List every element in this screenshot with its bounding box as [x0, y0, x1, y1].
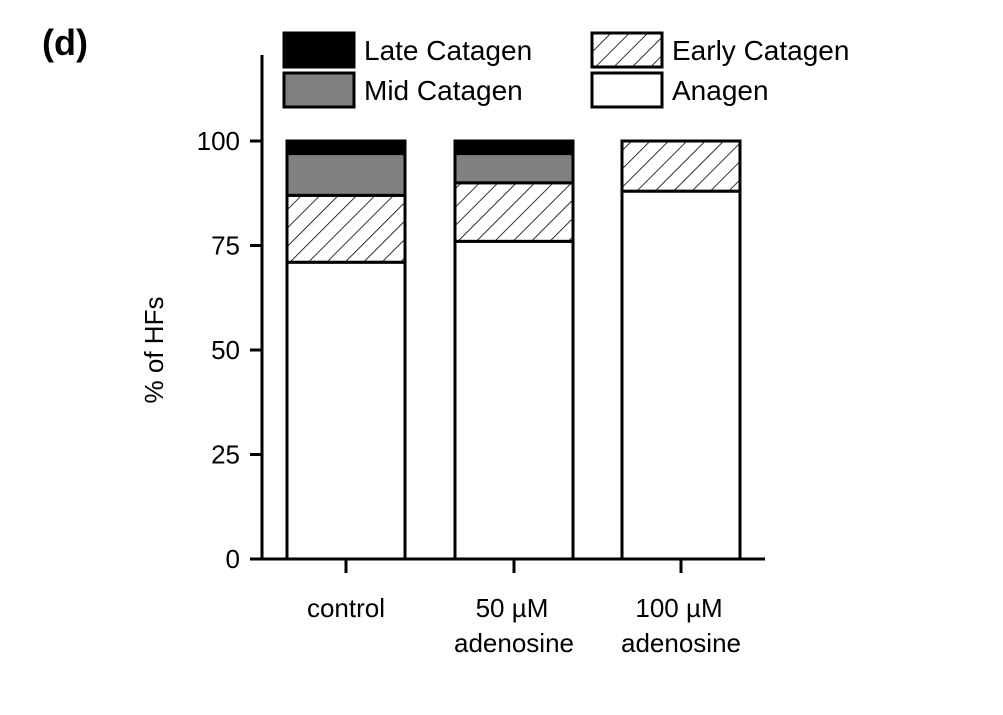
legend-swatch-mid-catagen — [282, 71, 356, 109]
x-tick-label-1: control — [307, 593, 385, 623]
bar-late-catagen-2 — [453, 139, 575, 156]
panel-label: (d) — [42, 22, 88, 63]
legend-swatch-late-catagen — [282, 31, 356, 69]
bar-early-catagen-1 — [285, 193, 407, 264]
bar-late-catagen-1 — [285, 139, 407, 156]
legend-label-early-catagen: Early Catagen — [672, 35, 849, 66]
x-tick-label-2: 50 µM — [476, 593, 549, 623]
x-tick-label-3: 100 µM — [635, 593, 722, 623]
legend: Late Catagen Early Catagen Mid Catagen Anag… — [282, 31, 849, 109]
x-tick-label-2-line2: adenosine — [454, 628, 574, 658]
y-tick-label-75: 75 — [211, 231, 240, 261]
legend-swatch-anagen — [590, 71, 664, 109]
y-tick-label-50: 50 — [211, 335, 240, 365]
bar-anagen-3 — [620, 189, 742, 561]
y-axis-label: % of HFs — [139, 297, 169, 404]
bar-early-catagen-3 — [620, 139, 742, 193]
legend-label-anagen: Anagen — [672, 75, 769, 106]
bar-mid-catagen-2 — [453, 152, 575, 185]
bar-early-catagen-2 — [453, 181, 575, 243]
axes-group: 0 25 50 75 100 control 50 µM adenosine 100 µM ade… — [197, 55, 765, 658]
bar-mid-catagen-1 — [285, 152, 407, 197]
legend-label-late-catagen: Late Catagen — [364, 35, 532, 66]
x-tick-label-3-line2: adenosine — [621, 628, 741, 658]
y-tick-label-0: 0 — [226, 544, 240, 574]
legend-label-mid-catagen: Mid Catagen — [364, 75, 523, 106]
bar-anagen-2 — [453, 239, 575, 561]
legend-swatch-early-catagen — [590, 31, 664, 69]
y-tick-label-100: 100 — [197, 126, 240, 156]
bars-group — [285, 139, 742, 561]
bar-anagen-1 — [285, 260, 407, 561]
y-tick-label-25: 25 — [211, 440, 240, 470]
